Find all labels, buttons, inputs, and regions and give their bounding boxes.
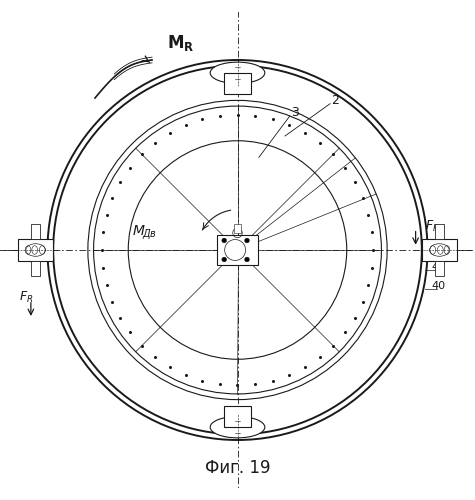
Ellipse shape [26, 244, 46, 256]
Text: 2: 2 [331, 94, 339, 107]
Text: $F_R$: $F_R$ [425, 218, 439, 234]
Circle shape [222, 238, 227, 243]
Text: 40: 40 [431, 280, 446, 290]
Bar [31, 262, 40, 276]
Text: 3: 3 [292, 106, 299, 118]
Bar [234, 224, 241, 233]
Circle shape [222, 257, 227, 262]
Bar [224, 73, 251, 94]
Bar [435, 262, 444, 276]
Text: $\mathbf{M_R}$: $\mathbf{M_R}$ [167, 34, 194, 54]
Ellipse shape [210, 62, 265, 84]
Circle shape [245, 238, 249, 243]
Ellipse shape [210, 416, 265, 438]
Bar [435, 224, 444, 238]
Bar [18, 238, 53, 262]
Text: $F_R$: $F_R$ [19, 290, 33, 305]
Bar [422, 238, 457, 262]
Circle shape [245, 257, 249, 262]
Bar [224, 406, 251, 427]
Text: Фиг. 19: Фиг. 19 [205, 459, 270, 477]
Text: 41: 41 [431, 262, 446, 272]
Ellipse shape [429, 244, 449, 256]
Text: $M_{\!Дв}$: $M_{\!Дв}$ [132, 224, 158, 243]
Bar [217, 234, 257, 266]
Bar [31, 224, 40, 238]
